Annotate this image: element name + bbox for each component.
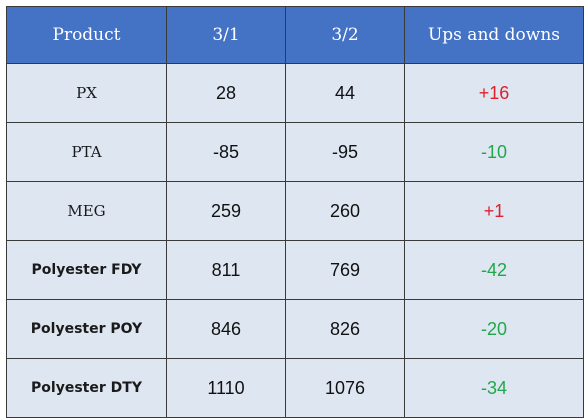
price-change-table: Product 3/1 3/2 Ups and downs PX 28 44 +…: [6, 6, 584, 418]
change-cell: -20: [404, 299, 584, 359]
table-row: MEG 259 260 +1: [6, 181, 584, 241]
value-cell-date-2: 769: [285, 240, 405, 300]
header-product: Product: [6, 6, 167, 64]
value-cell-date-1: 811: [166, 240, 286, 300]
header-ups-and-downs: Ups and downs: [404, 6, 584, 64]
header-row: Product 3/1 3/2 Ups and downs: [6, 6, 584, 64]
header-date-1: 3/1: [166, 6, 286, 64]
price-table-container: Product 3/1 3/2 Ups and downs PX 28 44 +…: [6, 6, 584, 418]
value-cell-date-2: 1076: [285, 358, 405, 418]
change-cell: -42: [404, 240, 584, 300]
product-cell: PTA: [6, 122, 167, 182]
table-row: Polyester POY 846 826 -20: [6, 299, 584, 359]
table-row: Polyester DTY 1110 1076 -34: [6, 358, 584, 418]
value-cell-date-1: 1110: [166, 358, 286, 418]
value-cell-date-1: 846: [166, 299, 286, 359]
product-cell: Polyester DTY: [6, 358, 167, 418]
change-cell: +1: [404, 181, 584, 241]
value-cell-date-2: 44: [285, 63, 405, 123]
change-cell: +16: [404, 63, 584, 123]
change-cell: -34: [404, 358, 584, 418]
value-cell-date-2: -95: [285, 122, 405, 182]
value-cell-date-1: 259: [166, 181, 286, 241]
value-cell-date-2: 826: [285, 299, 405, 359]
product-cell: PX: [6, 63, 167, 123]
value-cell-date-1: -85: [166, 122, 286, 182]
table-row: PX 28 44 +16: [6, 63, 584, 123]
value-cell-date-2: 260: [285, 181, 405, 241]
table-row: PTA -85 -95 -10: [6, 122, 584, 182]
product-cell: MEG: [6, 181, 167, 241]
product-cell: Polyester FDY: [6, 240, 167, 300]
change-cell: -10: [404, 122, 584, 182]
header-date-2: 3/2: [285, 6, 405, 64]
table-row: Polyester FDY 811 769 -42: [6, 240, 584, 300]
product-cell: Polyester POY: [6, 299, 167, 359]
value-cell-date-1: 28: [166, 63, 286, 123]
